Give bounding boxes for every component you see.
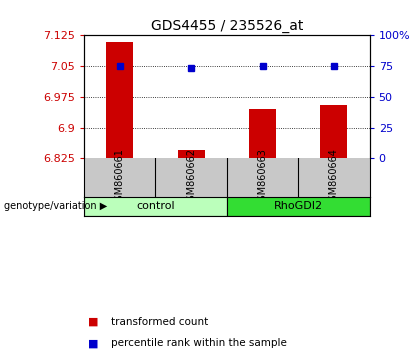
Text: ■: ■ (88, 338, 99, 348)
Text: RhoGDI2: RhoGDI2 (274, 201, 323, 211)
Title: GDS4455 / 235526_at: GDS4455 / 235526_at (151, 19, 303, 33)
Text: GSM860661: GSM860661 (115, 148, 125, 207)
Bar (178, 150, 205, 159)
Bar (320, 105, 347, 159)
Text: ■: ■ (88, 317, 99, 327)
Bar (227, 197, 370, 216)
Text: transformed count: transformed count (111, 317, 209, 327)
Text: GSM860662: GSM860662 (186, 148, 196, 207)
Text: percentile rank within the sample: percentile rank within the sample (111, 338, 287, 348)
Text: control: control (136, 201, 175, 211)
Bar (249, 109, 276, 159)
Text: GSM860664: GSM860664 (329, 148, 339, 207)
Text: GSM860663: GSM860663 (257, 148, 268, 207)
Bar (84, 197, 227, 216)
Text: genotype/variation ▶: genotype/variation ▶ (4, 201, 108, 211)
Bar (106, 41, 133, 159)
